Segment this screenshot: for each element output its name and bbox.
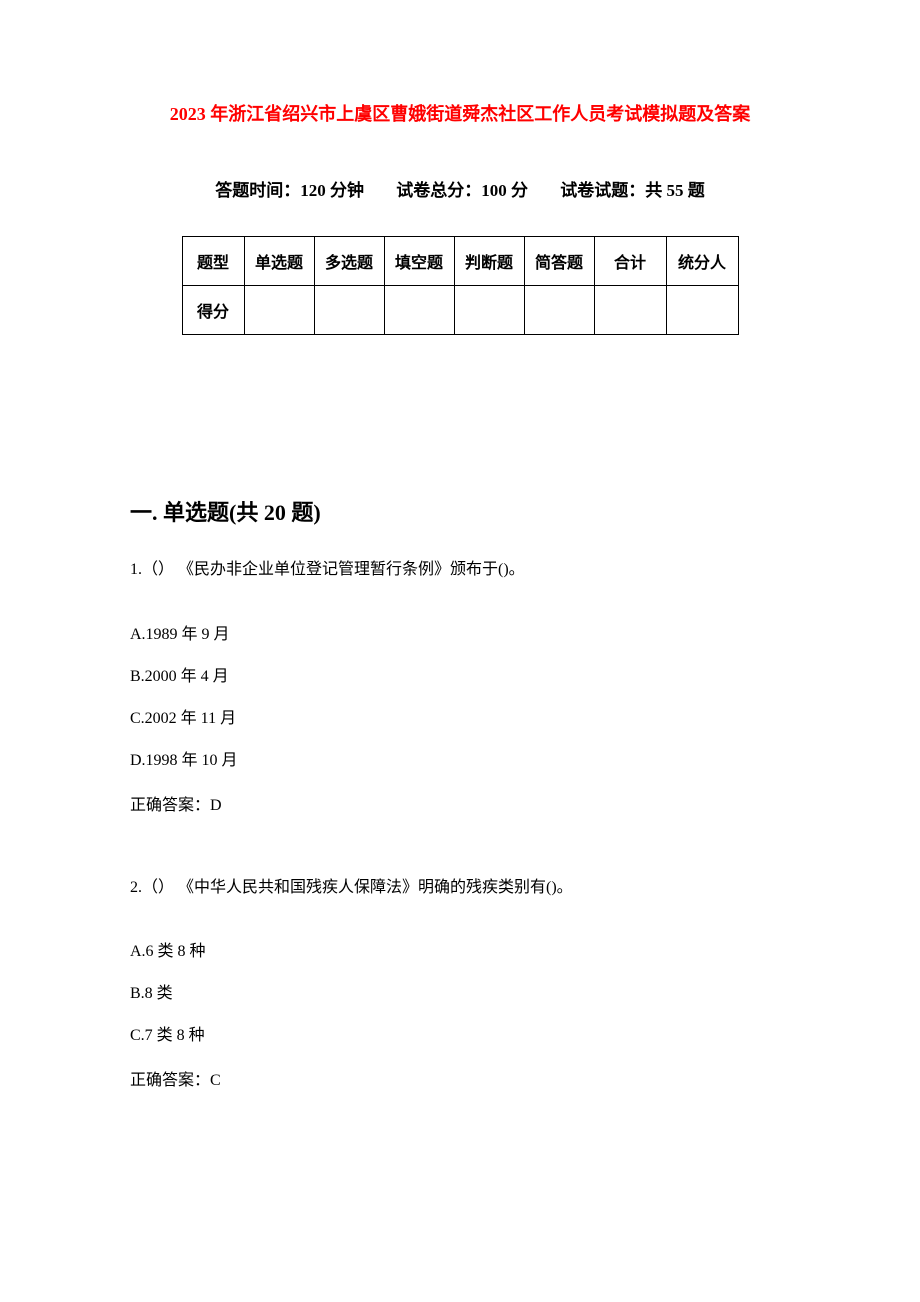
question-block: 2.（） 《中华人民共和国残疾人保障法》明确的残疾类别有()。 A.6 类 8 … [130,875,790,1091]
row-label: 得分 [182,286,244,335]
question-text: 1.（） 《民办非企业单位登记管理暂行条例》颁布于()。 [130,557,790,583]
document-title: 2023 年浙江省绍兴市上虞区曹娥街道舜杰社区工作人员考试模拟题及答案 [130,100,790,126]
col-header: 多选题 [314,237,384,286]
score-cell [314,286,384,335]
exam-total-score: 试卷总分：100 分 [396,181,528,200]
score-cell [384,286,454,335]
question-number: 1.（） [130,561,174,578]
choice-option: B.8 类 [130,982,790,1006]
col-header: 统分人 [666,237,738,286]
choice-option: A.1989 年 9 月 [130,623,790,647]
section-heading: 一. 单选题(共 20 题) [130,495,790,527]
answer-text: 正确答案：C [130,1066,790,1090]
choice-option: C.7 类 8 种 [130,1024,790,1048]
table-row: 得分 [182,286,738,335]
choice-option: B.2000 年 4 月 [130,665,790,689]
score-cell [524,286,594,335]
exam-question-count: 试卷试题：共 55 题 [560,181,705,200]
score-cell [666,286,738,335]
score-cell [454,286,524,335]
col-header: 填空题 [384,237,454,286]
table-row: 题型 单选题 多选题 填空题 判断题 简答题 合计 统分人 [182,237,738,286]
choice-option: D.1998 年 10 月 [130,749,790,773]
answer-text: 正确答案：D [130,791,790,815]
question-body: 《中华人民共和国残疾人保障法》明确的残疾类别有()。 [178,879,573,896]
question-number: 2.（） [130,879,174,896]
row-label: 题型 [182,237,244,286]
score-table: 题型 单选题 多选题 填空题 判断题 简答题 合计 统分人 得分 [182,236,739,335]
score-cell [594,286,666,335]
score-cell [244,286,314,335]
choice-option: C.2002 年 11 月 [130,707,790,731]
col-header: 单选题 [244,237,314,286]
choice-option: A.6 类 8 种 [130,940,790,964]
question-text: 2.（） 《中华人民共和国残疾人保障法》明确的残疾类别有()。 [130,875,790,901]
col-header: 合计 [594,237,666,286]
question-body: 《民办非企业单位登记管理暂行条例》颁布于()。 [178,561,525,578]
question-block: 1.（） 《民办非企业单位登记管理暂行条例》颁布于()。 A.1989 年 9 … [130,557,790,815]
col-header: 简答题 [524,237,594,286]
exam-time: 答题时间：120 分钟 [215,181,364,200]
col-header: 判断题 [454,237,524,286]
exam-info-row: 答题时间：120 分钟 试卷总分：100 分 试卷试题：共 55 题 [130,176,790,201]
